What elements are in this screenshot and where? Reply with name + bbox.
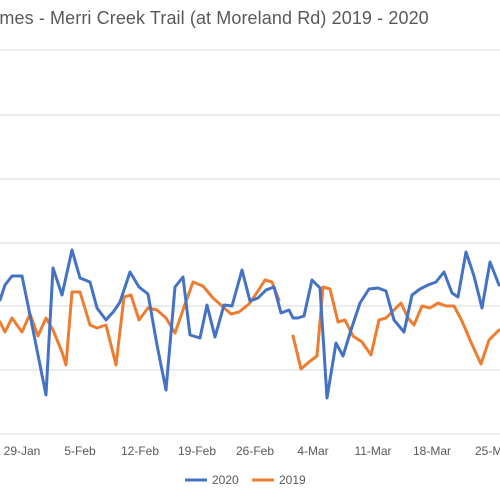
x-tick-label: 29-Jan	[4, 444, 41, 458]
legend: 2020 2019	[185, 473, 306, 487]
x-axis-tick-labels: 29-Jan 5-Feb 12-Feb 19-Feb 26-Feb 4-Mar 11-Mar…	[4, 444, 500, 458]
x-tick-label: 5-Feb	[64, 444, 96, 458]
gridlines	[0, 50, 500, 434]
legend-label: 2019	[279, 473, 306, 487]
x-tick-label: 11-Mar	[354, 444, 391, 458]
legend-label: 2020	[212, 473, 239, 487]
series-lines	[0, 250, 499, 398]
x-tick-label: 4-Mar	[297, 444, 328, 458]
x-tick-label: 18-Mar	[413, 444, 451, 458]
x-tick-label: 12-Feb	[121, 444, 159, 458]
x-tick-label: 19-Feb	[178, 444, 216, 458]
series-2020-line	[0, 250, 499, 398]
x-tick-label: 26-Feb	[236, 444, 274, 458]
x-tick-label: 25-Mar	[475, 444, 500, 458]
